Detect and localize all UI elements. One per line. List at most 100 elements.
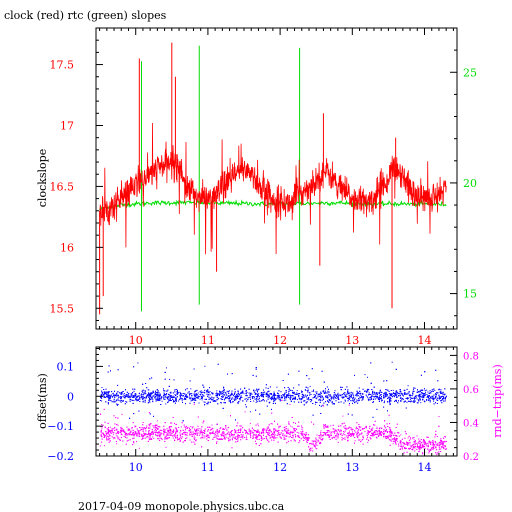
offset-point [352, 402, 353, 404]
offset-point [157, 396, 159, 398]
offset-point [288, 397, 290, 398]
offset-point [234, 398, 236, 400]
offset-point [300, 401, 302, 403]
offset-point [117, 369, 119, 371]
offset-point [204, 365, 206, 367]
offset-point [417, 389, 418, 391]
offset-point [340, 389, 342, 391]
offset-point [286, 397, 287, 399]
offset-point [148, 393, 150, 395]
offset-point [120, 392, 122, 394]
offset-point [240, 395, 242, 397]
offset-point [123, 394, 125, 396]
offset-point [391, 393, 393, 395]
offset-point [348, 398, 350, 400]
offset-point [113, 395, 115, 397]
offset-point [255, 401, 257, 403]
offset-point [213, 400, 215, 402]
rndtrip-point [334, 429, 336, 431]
offset-point [423, 396, 425, 398]
offset-point [125, 394, 127, 396]
offset-point [290, 389, 292, 391]
offset-point [292, 399, 294, 400]
offset-point [280, 391, 282, 393]
offset-point [317, 396, 319, 398]
offset-point [242, 400, 244, 402]
offset-point [169, 396, 171, 398]
rndtrip-point [438, 447, 440, 448]
offset-point [237, 390, 239, 392]
offset-point [272, 395, 274, 397]
offset-point [318, 393, 320, 395]
offset-point [120, 398, 121, 400]
offset-point [193, 402, 195, 403]
offset-point [183, 399, 185, 400]
offset-point [168, 396, 169, 398]
offset-point [330, 400, 332, 402]
offset-point [156, 389, 158, 391]
offset-point [202, 394, 204, 396]
offset-point [157, 399, 159, 401]
offset-point [262, 394, 264, 396]
offset-point [108, 403, 109, 405]
offset-point [397, 402, 399, 404]
offset-point [338, 395, 340, 397]
offset-point [444, 398, 446, 400]
offset-point [166, 396, 168, 398]
offset-point [219, 390, 220, 392]
offset-point [426, 394, 428, 395]
offset-point [223, 389, 225, 391]
offset-point [203, 401, 205, 403]
offset-point [164, 394, 166, 396]
offset-point [427, 397, 429, 399]
offset-point [326, 386, 328, 388]
offset-point [105, 401, 107, 403]
offset-point [153, 395, 155, 397]
offset-point [175, 398, 177, 400]
offset-point [352, 392, 354, 394]
rndtrip-point [387, 432, 388, 433]
offset-point [113, 401, 115, 403]
offset-point [175, 398, 177, 400]
offset-point [368, 389, 370, 390]
rndtrip-point [178, 438, 180, 439]
offset-point [416, 402, 418, 404]
offset-point [218, 397, 220, 399]
offset-point [236, 394, 238, 395]
offset-point [387, 389, 389, 391]
rndtrip-point [277, 429, 279, 431]
offset-point [234, 395, 236, 397]
offset-point [299, 398, 301, 400]
offset-point [436, 397, 438, 399]
offset-point [390, 399, 392, 401]
offset-point [257, 395, 259, 397]
offset-point [322, 390, 324, 392]
offset-point [167, 396, 169, 398]
offset-point [355, 394, 357, 396]
offset-point [352, 394, 354, 396]
offset-point [163, 398, 165, 400]
offset-point [209, 394, 211, 396]
offset-point [383, 380, 385, 382]
offset-point [113, 394, 115, 395]
offset-point [113, 400, 115, 402]
offset-point [418, 400, 420, 402]
offset-point [331, 402, 333, 404]
offset-point [234, 391, 236, 393]
offset-point [342, 396, 344, 398]
offset-point [358, 398, 360, 399]
offset-point [271, 393, 273, 395]
offset-point [173, 400, 174, 402]
rndtrip-point [165, 432, 167, 434]
offset-point [341, 386, 343, 388]
offset-point [217, 363, 219, 365]
offset-point [322, 404, 324, 406]
offset-point [320, 392, 322, 394]
offset-point [129, 400, 131, 402]
offset-point [157, 393, 159, 395]
rndtrip-point [264, 429, 265, 431]
offset-point [166, 393, 168, 394]
offset-point [319, 401, 321, 403]
offset-point [298, 384, 300, 386]
offset-point [405, 407, 407, 409]
